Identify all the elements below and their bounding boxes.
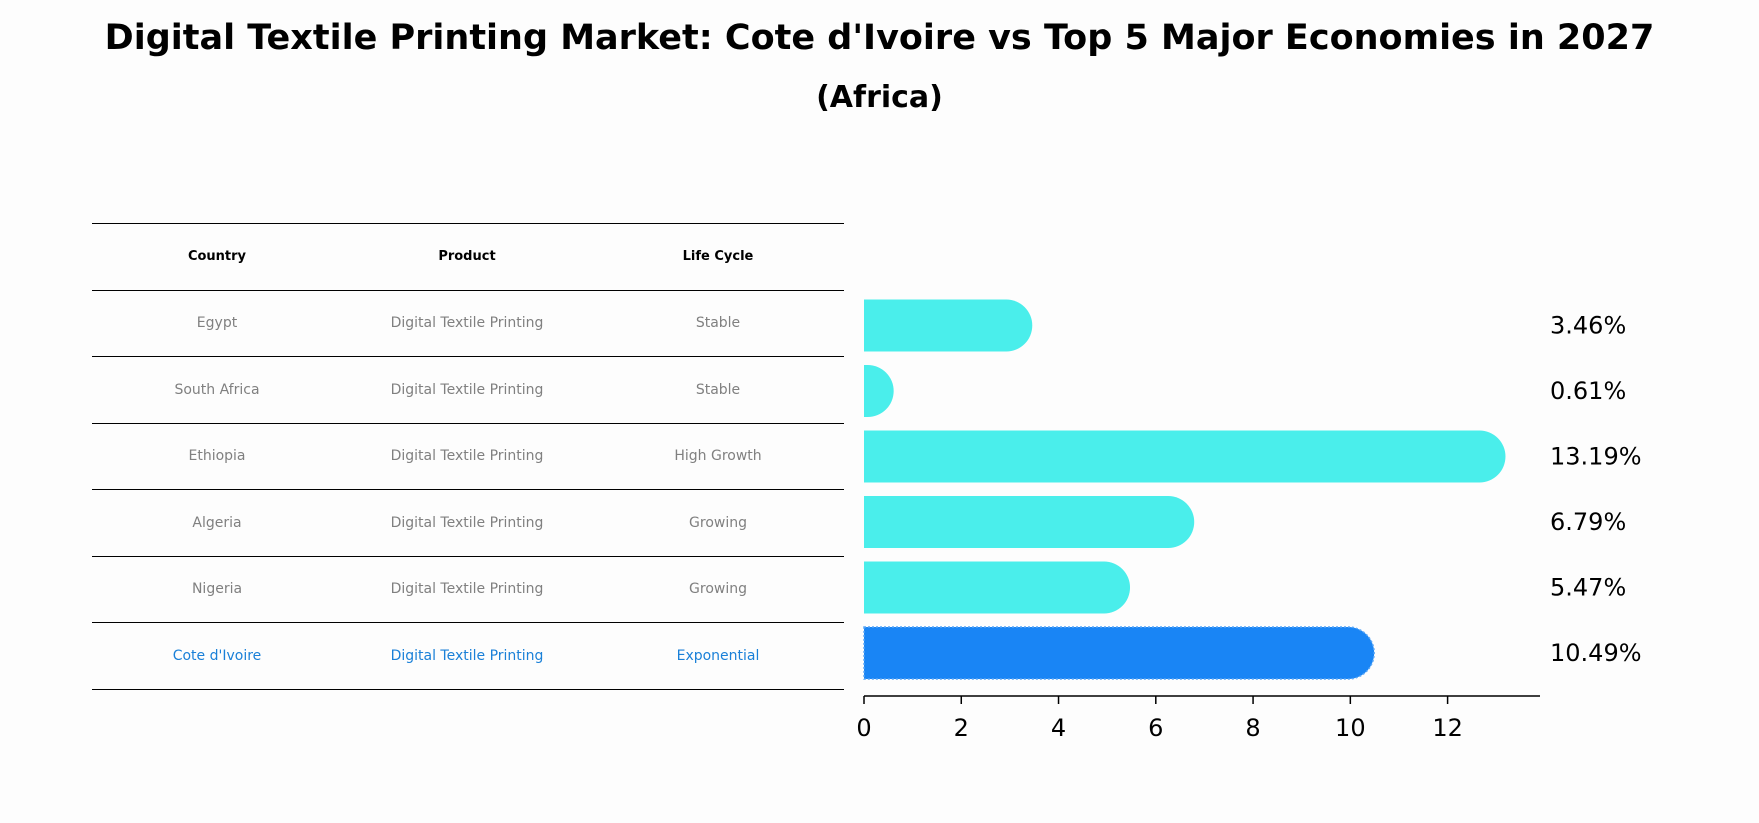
cell-country: Nigeria xyxy=(191,581,243,598)
table-row: South Africa Digital Textile Printing St… xyxy=(92,356,844,423)
bar-nigeria xyxy=(864,561,1131,614)
header-product: Product xyxy=(438,249,496,265)
table-row: Algeria Digital Textile Printing Growing xyxy=(92,489,844,556)
data-label: 3.46% xyxy=(1550,312,1626,340)
data-label: 13.19% xyxy=(1550,443,1642,471)
bar-algeria xyxy=(864,496,1195,548)
x-tick-label: 4 xyxy=(1051,714,1066,742)
table-row: Egypt Digital Textile Printing Stable xyxy=(92,289,844,357)
cell-life-cycle: High Growth xyxy=(674,448,762,465)
cell-life-cycle: Growing xyxy=(689,514,747,531)
cell-country: Egypt xyxy=(196,315,238,332)
cell-life-cycle: Growing xyxy=(689,581,747,598)
header-life-cycle: Life Cycle xyxy=(682,249,754,265)
data-label: 6.79% xyxy=(1550,508,1626,536)
table-row: Ethiopia Digital Textile Printing High G… xyxy=(92,422,844,490)
table-row-highlighted: Cote d'Ivoire Digital Textile Printing E… xyxy=(92,622,844,690)
cell-product: Digital Textile Printing xyxy=(390,581,544,598)
cell-product: Digital Textile Printing xyxy=(390,448,544,465)
cell-product: Digital Textile Printing xyxy=(390,647,544,664)
x-tick-label: 10 xyxy=(1335,714,1366,742)
bar-ethiopia xyxy=(864,430,1506,483)
bar-cote-d-ivoire xyxy=(863,626,1375,680)
cell-life-cycle: Stable xyxy=(695,381,741,398)
chart-title: Digital Textile Printing Market: Cote d'… xyxy=(104,18,1655,58)
bar-south-africa xyxy=(864,365,894,417)
x-tick-label: 2 xyxy=(954,714,969,742)
cell-product: Digital Textile Printing xyxy=(390,381,544,398)
cell-country: Cote d'Ivoire xyxy=(172,647,262,664)
x-tick-label: 8 xyxy=(1245,714,1260,742)
cell-country: South Africa xyxy=(174,381,260,398)
cell-life-cycle: Exponential xyxy=(676,647,760,664)
x-tick-label: 0 xyxy=(856,714,871,742)
header-country: Country xyxy=(187,249,247,265)
bar-egypt xyxy=(864,299,1033,352)
table-header-row: Country Product Life Cycle xyxy=(92,223,844,290)
table-row: Nigeria Digital Textile Printing Growing xyxy=(92,555,844,623)
data-label: 10.49% xyxy=(1550,639,1642,667)
chart-subtitle: (Africa) xyxy=(816,80,943,115)
data-label: 5.47% xyxy=(1550,574,1626,602)
cell-product: Digital Textile Printing xyxy=(390,514,544,531)
cell-country: Algeria xyxy=(192,514,242,531)
cell-life-cycle: Stable xyxy=(695,315,741,332)
data-table: Country Product Life Cycle Egypt Digital… xyxy=(92,223,844,690)
x-tick-label: 6 xyxy=(1148,714,1163,742)
cell-product: Digital Textile Printing xyxy=(390,315,544,332)
x-tick-label: 12 xyxy=(1432,714,1463,742)
data-label: 0.61% xyxy=(1550,377,1626,405)
cell-country: Ethiopia xyxy=(188,448,246,465)
